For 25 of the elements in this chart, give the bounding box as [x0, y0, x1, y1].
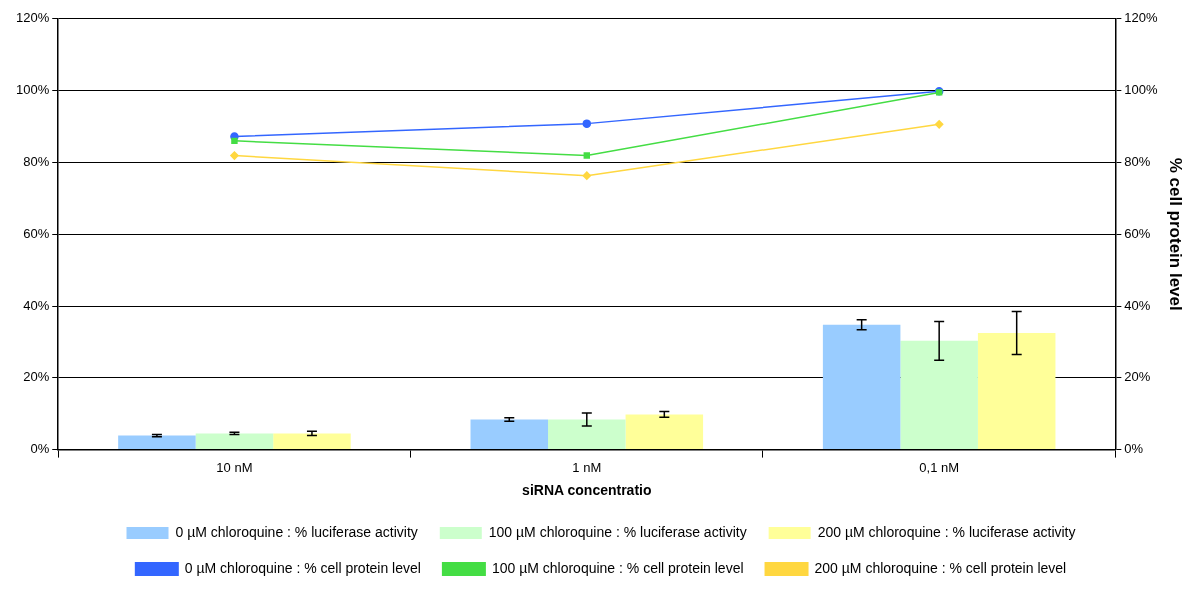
y-tick-label: 20% — [23, 369, 50, 385]
legend-label: 200 µM chloroquine : % luciferase activity — [817, 523, 1076, 540]
y2-tick-label: 100% — [1124, 82, 1159, 98]
y2-tick-label: 0% — [1124, 441, 1144, 457]
legend-label: 0 µM chloroquine : % cell protein level — [184, 559, 421, 576]
y2-tick-label: 120% — [1124, 10, 1159, 26]
y-tick-label: 80% — [23, 153, 50, 169]
legend-label: 0 µM chloroquine : % luciferase activity — [175, 523, 418, 540]
y2-tick-label: 60% — [1124, 225, 1151, 241]
legend-label: 200 µM chloroquine : % cell protein level — [814, 559, 1067, 576]
y-tick-label: 40% — [23, 297, 50, 313]
y2-tick-label: 40% — [1124, 297, 1151, 313]
y2-tick-label: 20% — [1124, 369, 1151, 385]
legend-label: 100 µM chloroquine : % cell protein level — [491, 559, 744, 576]
x-tick-label: 0,1 nM — [919, 459, 960, 475]
x-tick-label: 1 nM — [572, 459, 602, 475]
x-tick-label: 10 nM — [216, 459, 253, 475]
y2-axis-title: % cell protein level — [1166, 157, 1186, 311]
y2-tick-label: 80% — [1124, 153, 1151, 169]
y-tick-label: 120% — [16, 10, 50, 26]
y-tick-label: 0% — [30, 441, 50, 457]
x-axis-title: siRNA concentratio — [522, 482, 652, 499]
y-tick-label: 100% — [16, 82, 50, 98]
legend-label: 100 µM chloroquine : % luciferase activity — [488, 523, 747, 540]
y-tick-label: 60% — [23, 225, 50, 241]
